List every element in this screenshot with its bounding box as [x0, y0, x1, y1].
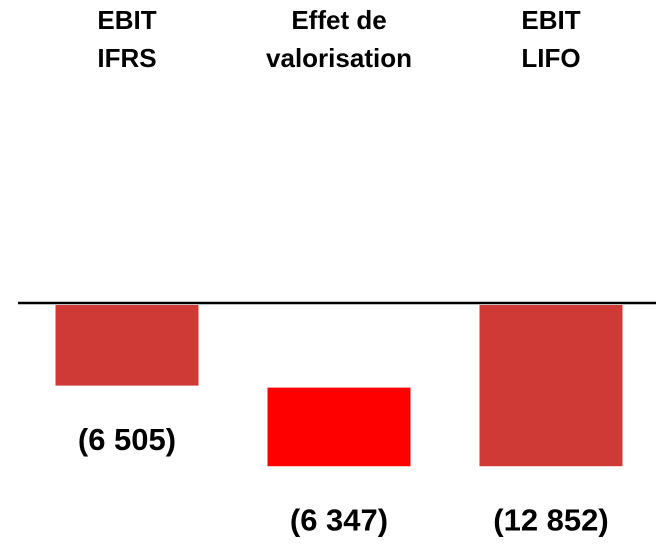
- bar: [267, 387, 411, 467]
- category-label: Effet de: [291, 5, 386, 35]
- bar: [55, 305, 199, 386]
- value-label: (6 347): [290, 502, 388, 537]
- value-label: (12 852): [493, 502, 608, 537]
- category-label: EBIT: [521, 5, 580, 35]
- category-label: LIFO: [521, 43, 580, 73]
- bar: [479, 305, 623, 467]
- category-label: EBIT: [97, 5, 156, 35]
- category-label: valorisation: [266, 43, 412, 73]
- category-label: IFRS: [97, 43, 156, 73]
- value-label: (6 505): [78, 422, 176, 457]
